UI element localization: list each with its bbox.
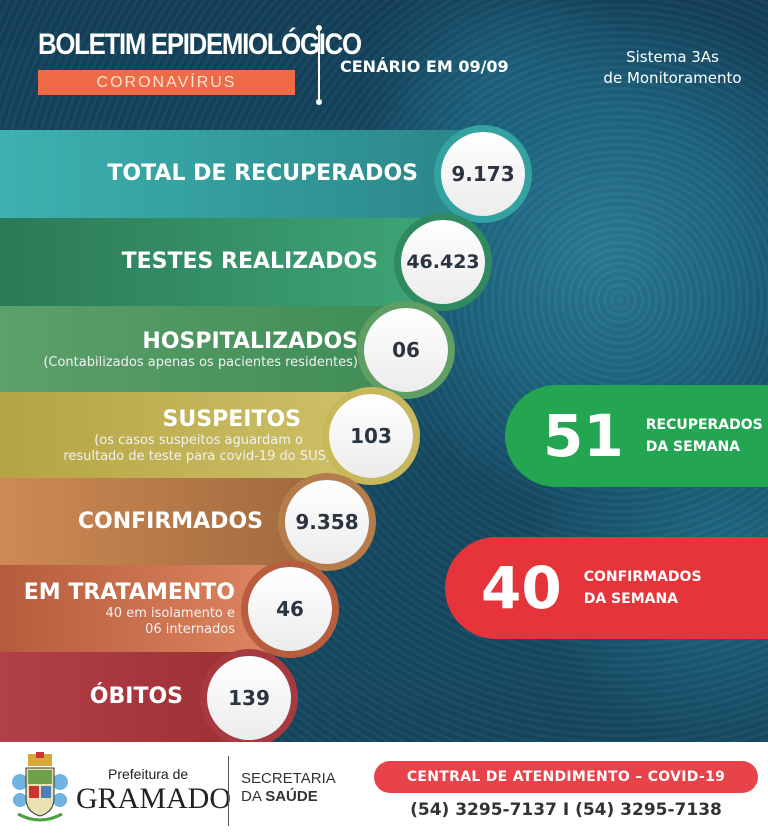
stat-note: 40 em isolamento e [105, 606, 235, 621]
weekly-recovered-value: 51 [543, 402, 624, 470]
stat-label: HOSPITALIZADOS [142, 329, 358, 354]
stat-value-circle: 06 [364, 308, 448, 392]
weekly-confirmed-label: CONFIRMADOS DA SEMANA [584, 566, 702, 610]
stat-label: TESTES REALIZADOS [121, 249, 378, 274]
footer-divider [228, 756, 229, 826]
stat-value-circle: 46 [248, 567, 332, 651]
stat-value-circle: 139 [207, 656, 291, 740]
stat-note: (Contabilizados apenas os pacientes resi… [43, 355, 358, 370]
stat-value-circle: 9.358 [285, 480, 369, 564]
weekly-recovered-card: 51 RECUPERADOS DA SEMANA [505, 385, 768, 487]
stat-value-circle: 103 [329, 394, 413, 478]
system-caption: Sistema 3As de Monitoramento [590, 47, 755, 89]
scenario-date: CENÁRIO EM 09/09 [340, 57, 509, 76]
weekly-label-line2: DA SEMANA [583, 591, 679, 607]
contact-phones[interactable]: (54) 3295-7137 I (54) 3295-7138 [410, 800, 722, 820]
stat-label: TOTAL DE RECUPERADOS [107, 161, 418, 186]
stat-bar-hospitalized: HOSPITALIZADOS (Contabilizados apenas os… [0, 306, 390, 394]
stat-label: CONFIRMADOS [77, 509, 263, 534]
system-line2: de Monitoramento [603, 69, 742, 87]
stat-bar-confirmed: CONFIRMADOS [0, 478, 315, 566]
weekly-label-line2: DA SEMANA [645, 439, 741, 455]
stat-bar-tests: TESTES REALIZADOS [0, 218, 430, 306]
prefeitura-label: Prefeitura de [108, 766, 189, 782]
stat-note: 06 internados [145, 622, 235, 637]
stat-value-circle: 9.173 [441, 132, 525, 216]
stat-note: (os casos suspeitos aguardam o [94, 433, 303, 448]
stat-label: EM TRATAMENTO [23, 580, 235, 605]
subtitle-banner: CORONAVÍRUS [38, 70, 295, 95]
system-line1: Sistema 3As [626, 48, 719, 66]
secretaria-saude: SAÚDE [265, 788, 318, 805]
weekly-label-line1: RECUPERADOS [645, 417, 763, 433]
footer: Prefeitura de GRAMADO SECRETARIA DA SAÚD… [0, 742, 768, 836]
stat-value-circle: 46.423 [401, 220, 485, 304]
gramado-crest-icon [12, 752, 68, 822]
bulletin-title: BOLETIM EPIDEMIOLÓGICO [38, 28, 362, 61]
central-atendimento-banner: CENTRAL DE ATENDIMENTO – COVID-19 [374, 761, 758, 793]
stat-label: SUSPEITOS [162, 407, 301, 432]
secretaria-prefix: DA [241, 788, 266, 805]
weekly-recovered-label: RECUPERADOS DA SEMANA [646, 414, 763, 458]
gramado-logo-text: GRAMADO [76, 782, 232, 815]
secretaria-line2: DA SAÚDE [241, 788, 318, 805]
stat-label: ÓBITOS [89, 684, 183, 709]
stat-bar-deaths: ÓBITOS [0, 652, 235, 742]
weekly-label-line1: CONFIRMADOS [583, 569, 702, 585]
weekly-confirmed-card: 40 CONFIRMADOS DA SEMANA [445, 537, 768, 639]
weekly-confirmed-value: 40 [481, 554, 562, 622]
stat-bar-in-treatment: EM TRATAMENTO 40 em isolamento e 06 inte… [0, 565, 275, 653]
header-divider [316, 25, 322, 105]
stat-note: resultado de teste para covid-19 do SUS) [63, 449, 331, 464]
secretaria-line1: SECRETARIA [241, 770, 336, 787]
stat-bar-suspected: SUSPEITOS (os casos suspeitos aguardam o… [0, 392, 355, 480]
stat-bar-recovered: TOTAL DE RECUPERADOS [0, 130, 470, 218]
